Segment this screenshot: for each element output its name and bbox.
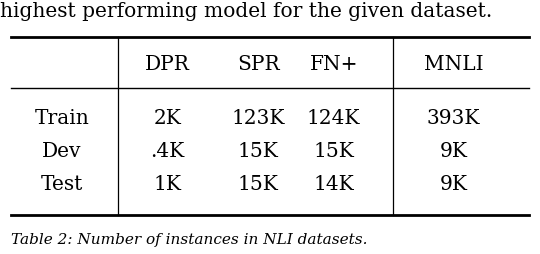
Text: Dev: Dev	[42, 142, 82, 161]
Text: highest performing model for the given dataset.: highest performing model for the given d…	[0, 2, 492, 21]
Text: 15K: 15K	[238, 175, 279, 194]
Text: DPR: DPR	[145, 55, 190, 74]
Text: 9K: 9K	[440, 142, 468, 161]
Text: 15K: 15K	[313, 142, 354, 161]
Text: 123K: 123K	[231, 109, 285, 128]
Text: MNLI: MNLI	[424, 55, 483, 74]
Text: 9K: 9K	[440, 175, 468, 194]
Text: 2K: 2K	[153, 109, 181, 128]
Text: .4K: .4K	[150, 142, 185, 161]
Text: Test: Test	[41, 175, 83, 194]
Text: Table 2: Number of instances in NLI datasets.: Table 2: Number of instances in NLI data…	[11, 233, 367, 247]
Text: SPR: SPR	[237, 55, 279, 74]
Text: Train: Train	[35, 109, 90, 128]
Text: 15K: 15K	[238, 142, 279, 161]
Text: FN+: FN+	[309, 55, 358, 74]
Text: 124K: 124K	[307, 109, 361, 128]
Text: 1K: 1K	[153, 175, 181, 194]
Text: 393K: 393K	[427, 109, 481, 128]
Text: 14K: 14K	[313, 175, 354, 194]
